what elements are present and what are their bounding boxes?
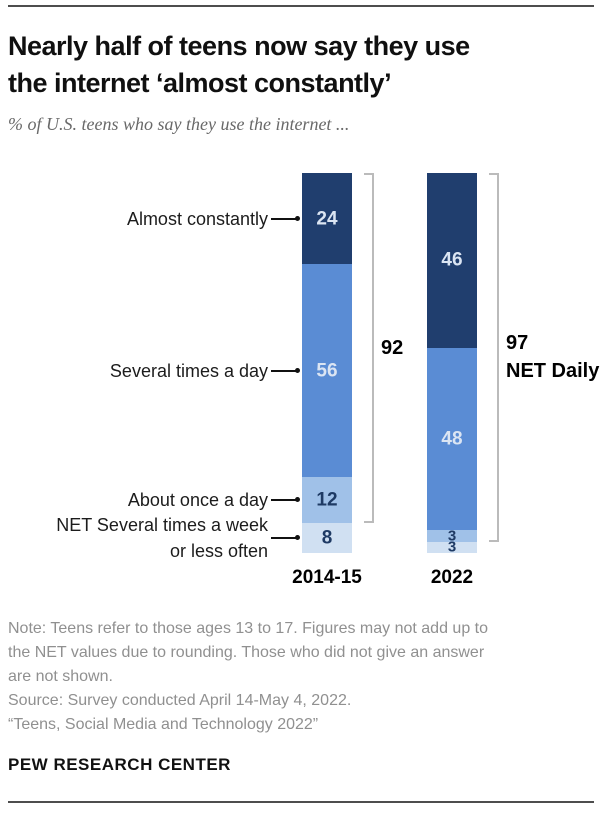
connector-line (271, 498, 297, 501)
net-bracket-tick (489, 173, 497, 175)
top-divider (8, 5, 594, 7)
net-bracket-line (372, 173, 374, 523)
bar-segment (427, 173, 477, 348)
bar-value-label: 3 (447, 538, 457, 556)
pew-research-center-logo-text: PEW RESEARCH CENTER (8, 755, 231, 774)
note-line: are not shown. (8, 668, 113, 685)
connector-line (271, 369, 297, 372)
category-label: About once a day (127, 489, 268, 510)
x-axis-label: 2022 (430, 567, 474, 588)
chart-title: Nearly half of teens now say they use th… (8, 28, 594, 102)
connector-line (271, 536, 297, 539)
bar-value-label: 46 (441, 249, 463, 271)
bar-segment (427, 347, 477, 531)
chart-note: Note: Teens refer to those ages 13 to 17… (8, 617, 598, 737)
bar-value-label: 8 (321, 527, 333, 549)
chart-title-line1: Nearly half of teens now say they use (8, 31, 470, 61)
bar-segment (302, 522, 352, 553)
bar-segment (427, 541, 477, 553)
connector-dot (295, 216, 300, 222)
net-value-label: 97 NET Daily (506, 332, 600, 383)
bar-value-label: 24 (316, 208, 338, 230)
connector-line (271, 217, 297, 220)
category-label: Almost constantly (126, 208, 268, 229)
net-value-label: 92 (381, 336, 404, 359)
note-line: “Teens, Social Media and Technology 2022… (8, 716, 319, 733)
connector-dot (295, 368, 300, 374)
category-label: Several times a day (109, 360, 268, 381)
bar-value-label: 3 (447, 527, 457, 545)
net-bracket-tick (489, 540, 497, 542)
bar-value-label: 48 (441, 428, 463, 450)
chart-title-line2: the internet ‘almost constantly’ (8, 68, 392, 98)
bar-segment (302, 477, 352, 523)
bar-value-label: 56 (316, 360, 338, 382)
bar-segment (302, 264, 352, 477)
connector-dot (295, 535, 300, 541)
net-bracket-tick (364, 173, 372, 175)
bar-value-label: 12 (316, 489, 338, 511)
bar-segment (427, 530, 477, 542)
connector-dot (295, 497, 300, 503)
bar-segment (302, 173, 352, 265)
x-axis-label: 2014-15 (292, 567, 362, 588)
net-bracket-tick (364, 521, 372, 523)
bottom-divider (8, 801, 594, 803)
chart-subtitle: % of U.S. teens who say they use the int… (8, 114, 350, 134)
note-line: the NET values due to rounding. Those wh… (8, 644, 485, 661)
note-line: Note: Teens refer to those ages 13 to 17… (8, 620, 488, 637)
net-bracket-line (497, 173, 499, 542)
note-line: Source: Survey conducted April 14-May 4,… (8, 692, 352, 709)
category-label: NET Several times a week or less often (56, 514, 268, 561)
